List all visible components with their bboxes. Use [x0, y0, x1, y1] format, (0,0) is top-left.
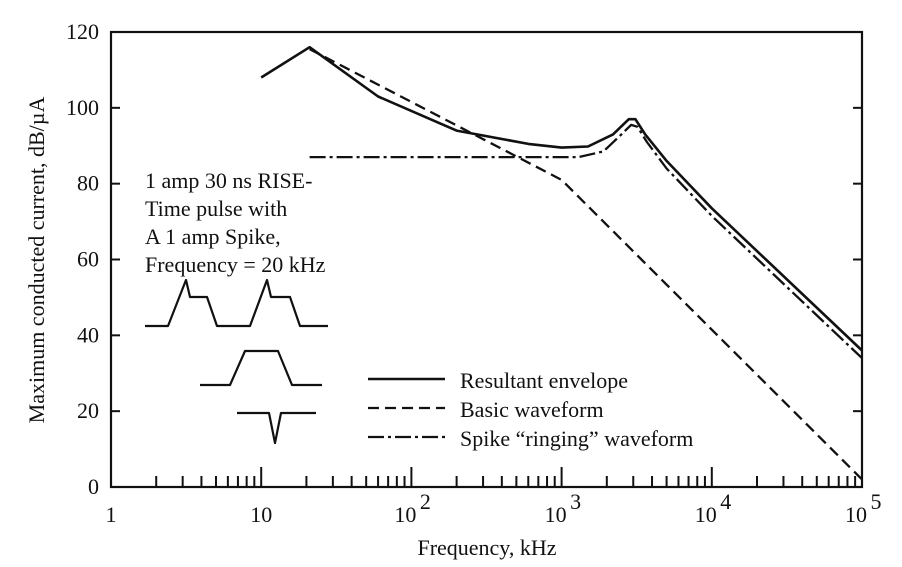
- series-line-solid: [260, 45, 863, 352]
- basic-pulse-sketch: [200, 349, 322, 387]
- y-tick-label: 60: [77, 247, 99, 272]
- spike-sketch: [237, 411, 316, 445]
- x-tick-label: 10: [845, 502, 867, 527]
- series-line-dashdot: [309, 123, 863, 359]
- legend: Resultant envelope Basic waveform Spike …: [368, 368, 693, 451]
- x-tick-label: 10: [394, 502, 416, 527]
- x-tick-label: 10: [250, 502, 272, 527]
- annotation-line: A 1 amp Spike,: [145, 224, 281, 249]
- x-tick-label: 10: [545, 502, 567, 527]
- annotation-line: Frequency = 20 kHz: [145, 252, 326, 277]
- x-axis-title: Frequency, kHz: [417, 535, 556, 560]
- pulse-annotation: 1 amp 30 ns RISE- Time pulse with A 1 am…: [145, 168, 326, 277]
- y-tick-label: 20: [77, 398, 99, 423]
- y-tick-label: 40: [77, 322, 99, 347]
- legend-label: Basic waveform: [460, 397, 604, 422]
- x-tick-exponent: 2: [420, 489, 431, 514]
- series-lines: [260, 45, 863, 481]
- x-tick-exponent: 3: [570, 489, 581, 514]
- y-tick-label: 120: [66, 19, 99, 44]
- legend-label: Spike “ringing” waveform: [460, 426, 693, 451]
- x-tick-exponent: 4: [720, 489, 731, 514]
- y-tick-labels: 0 20 40 60 80 100 120: [66, 19, 99, 499]
- y-tick-label: 0: [88, 474, 99, 499]
- y-tick-label: 100: [66, 95, 99, 120]
- waveform-sketches: [145, 278, 328, 445]
- y-axis-title: Maximum conducted current, dB/µA: [24, 97, 49, 424]
- axis-ticks: [110, 31, 863, 488]
- legend-label: Resultant envelope: [460, 368, 628, 393]
- x-tick-label: 1: [106, 502, 117, 527]
- x-tick-exponent: 5: [871, 489, 882, 514]
- pulse-with-spike-sketch: [145, 278, 328, 328]
- y-tick-label: 80: [77, 171, 99, 196]
- annotation-line: 1 amp 30 ns RISE-: [145, 168, 312, 193]
- series-line-dashed: [309, 48, 863, 481]
- annotation-line: Time pulse with: [145, 196, 287, 221]
- x-tick-label: 10: [695, 502, 717, 527]
